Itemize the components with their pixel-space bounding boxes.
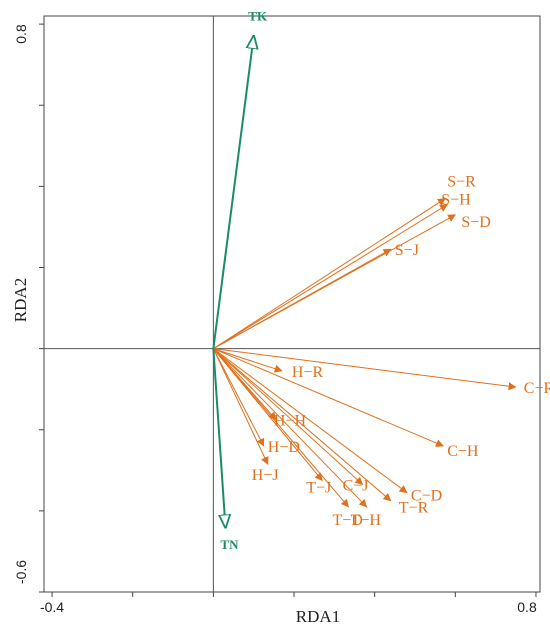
plot-frame [43, 15, 541, 593]
species-vector-label: S−J [395, 242, 419, 259]
species-vector-arrow [213, 248, 392, 350]
species-vector-arrow [213, 348, 408, 494]
species-vector-label: C−R [524, 380, 550, 397]
species-vector-label: S−H [441, 192, 471, 209]
species-vector-label: H−H [274, 413, 307, 430]
x-axis-title: RDA1 [296, 607, 340, 626]
species-vector-label: H−R [292, 364, 324, 381]
species-vector-arrow [213, 348, 364, 486]
species-vector-label: S−D [461, 214, 490, 231]
species-vector-arrow [213, 348, 444, 447]
species-vector-label: C−H [447, 443, 479, 460]
species-vector-arrow [213, 198, 446, 350]
species-vector-label: T−R [399, 500, 429, 517]
y-tick-label-min: -0.6 [13, 560, 29, 584]
environment-vector-arrow [212, 36, 253, 349]
species-vector-label: T−H [351, 512, 382, 529]
x-tick-label-min: -0.4 [40, 599, 64, 615]
species-vector-arrow [212, 348, 269, 465]
environment-vector-label: TN [220, 537, 239, 552]
species-vector-arrow [213, 348, 368, 508]
species-vector-arrow [213, 348, 283, 373]
species-vector-arrow [213, 348, 392, 502]
vector-labels: S−RS−HS−DS−JH−RC−RH−HC−HH−DH−JC−DC−JT−JT… [220, 8, 550, 552]
species-vector-arrow [212, 348, 265, 447]
species-vector-label: H−D [268, 439, 300, 456]
environment-vector-label: TK [248, 8, 268, 23]
species-vector-arrow [213, 348, 517, 391]
species-vector-label: C−D [411, 488, 442, 505]
zero-lines [44, 16, 540, 592]
x-tick-label-max: 0.8 [517, 599, 537, 615]
species-vector-arrow [213, 204, 448, 350]
environment-vector-arrow [212, 348, 225, 527]
species-vector-label: S−R [447, 174, 476, 191]
species-vector-label: C−J [343, 478, 369, 495]
axis-ticks [39, 23, 537, 597]
species-vector-label: T−D [332, 512, 362, 529]
species-vector-arrow [212, 348, 349, 508]
species-vector-label: T−J [306, 479, 331, 496]
y-tick-label-max: 0.8 [13, 24, 29, 44]
species-vector-label: H−J [252, 467, 279, 484]
vectors [212, 36, 517, 527]
y-axis-title: RDA2 [11, 278, 30, 322]
